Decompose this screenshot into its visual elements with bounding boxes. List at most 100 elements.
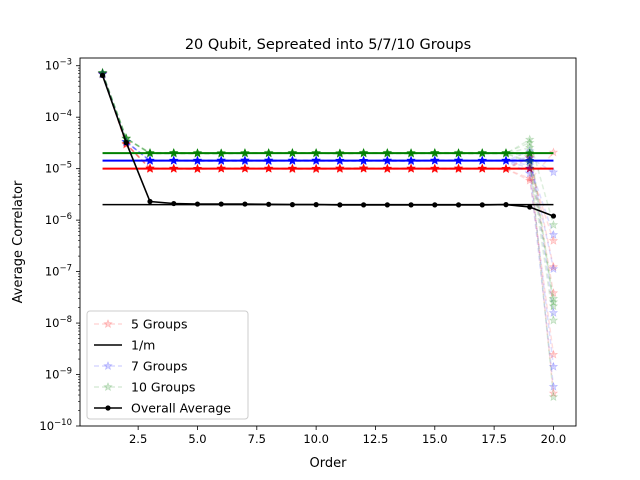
7-groups-point [287,155,298,165]
7-groups-point [358,155,369,165]
5-groups-point [548,235,559,245]
5-groups-point [453,163,464,173]
legend-entry-10-groups: 10 Groups [94,380,195,395]
7-groups-point [548,263,559,274]
7-groups-point [524,160,535,170]
10-groups-point [524,151,535,161]
legend-swatch-marker [105,405,111,411]
5-groups-point [169,163,179,173]
x-tick-label: 12.5 [363,432,389,446]
5-groups-point [287,163,298,173]
plot-frame [79,57,577,427]
overall-average-point [527,204,533,210]
10-groups-point [548,297,559,307]
overall-average-point [242,201,248,207]
legend-swatch-marker [103,381,113,392]
overall-average-point [550,213,557,219]
overall-average-point [194,201,201,207]
y-tick-label: 10−9 [45,367,72,382]
5-groups-point [382,163,392,173]
10-groups-point [524,158,535,168]
y-tick-label: 10−4 [45,109,72,124]
overall-average-point [503,202,509,208]
plot-marks [97,67,559,402]
legend-label: 1/m [131,338,155,353]
overall-average-point [218,201,224,207]
x-tick-label: 20.0 [541,432,567,446]
10-groups-point [311,148,321,158]
y-tick-label: 10−5 [45,161,72,176]
10-groups-point [430,148,440,158]
7-groups-point [382,155,392,165]
y-tick-label: 10−6 [45,212,72,227]
legend-entry-overall-average: Overall Average [94,401,231,416]
10-groups-point [240,148,250,158]
x-tick-label: 15.0 [422,432,448,446]
legend-entry-7-groups: 7 Groups [94,359,188,374]
10-groups-point [382,148,392,158]
5-groups-series [97,68,559,398]
7-groups-point [335,155,345,165]
10-groups-point [264,148,274,158]
x-tick-label: 2.5 [129,432,147,446]
7-groups-point [501,155,511,165]
chart-title: 20 Qubit, Sepreated into 5/7/10 Groups [185,37,471,53]
7-groups-point [453,155,464,165]
7-groups-point [216,155,226,165]
7-groups-point [240,155,250,165]
overall-average-point [432,202,438,208]
x-tick-label: 17.5 [481,432,507,446]
overall-average-line [101,75,554,217]
5-groups-point [477,163,487,173]
5-groups-point [406,163,416,173]
5-groups-point [264,163,274,173]
5-groups-point [430,163,440,173]
x-tick-label: 7.5 [248,432,266,446]
7-groups-series [97,68,559,391]
5-groups-point [192,163,203,173]
legend: 5 Groups 1/m 7 Groups 10 Groups Overall Aver… [86,310,249,420]
10-groups-point [548,301,559,311]
5-groups-point [145,163,155,173]
7-groups-point [145,155,155,165]
7-groups-point [169,155,179,165]
overall-average-point [384,202,390,208]
10-groups-point [548,315,559,325]
y-axis: 10−10 10−9 10−8 10−7 10−6 10−5 10−4 10−3 [39,58,80,433]
7-groups-point [192,155,203,165]
7-groups-point [430,155,440,165]
legend-swatch-marker [103,318,113,329]
10-groups-point [287,148,298,158]
overall-average-point [99,72,106,78]
legend-box [86,310,249,420]
5-groups-point [311,163,321,173]
10-groups-point [525,148,535,158]
5-groups-point [240,163,250,173]
10-groups-point [501,148,511,158]
7-groups-point [548,381,559,391]
overall-average-point [289,202,296,208]
overall-average-point [455,202,462,208]
10-groups-point [216,148,226,158]
7-groups-point [548,229,559,239]
legend-label: 5 Groups [131,317,188,332]
overall-average-point [171,200,177,207]
y-axis-label: Average Correlator [11,180,26,303]
10-groups-point [477,148,487,158]
7-groups-point [264,155,274,165]
5-groups-point [548,349,559,359]
overall-average-series [99,72,557,219]
10-groups-point [548,391,559,402]
10-groups-point [358,148,369,158]
5-groups-point [524,173,535,183]
7-groups-point [477,155,487,165]
7-groups-point [525,155,535,165]
5-groups-point [548,388,559,398]
10-groups-point [524,156,535,166]
7-groups-point [524,163,535,173]
x-tick-label: 5.0 [188,432,206,446]
10-groups-point [145,148,155,158]
x-tick-label: 10.0 [303,432,329,446]
7-groups-point [548,307,559,317]
